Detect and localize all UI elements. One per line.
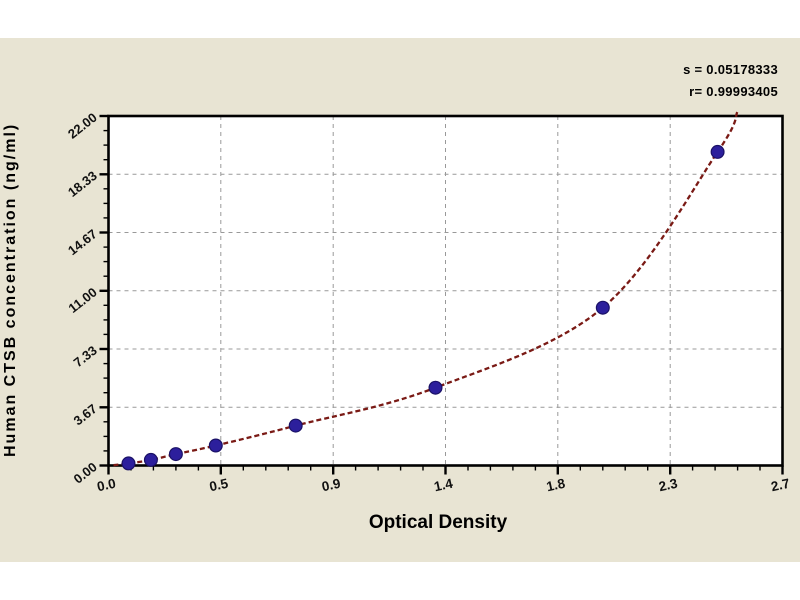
x-tick-label: 1.8	[545, 476, 567, 495]
plot-frame	[107, 114, 784, 467]
y-tick-label: 18.33	[65, 168, 100, 200]
data-point-marker	[143, 452, 158, 467]
data-point-marker	[288, 418, 303, 433]
data-point-marker	[168, 447, 183, 462]
data-point-marker	[710, 144, 725, 159]
fit-standard-error-text: s = 0.05178333	[683, 62, 778, 77]
data-point-marker	[428, 380, 443, 395]
y-tick-label: 11.00	[65, 284, 99, 315]
y-tick-label: 22.00	[65, 110, 100, 142]
x-axis-title: Optical Density	[368, 512, 508, 533]
x-tick-label: 0.9	[320, 476, 341, 495]
data-point-marker	[595, 300, 610, 315]
y-tick-label: 14.67	[65, 226, 100, 258]
x-tick-label: 0.0	[96, 476, 117, 495]
data-point-marker	[121, 456, 136, 471]
x-tick-label: 2.3	[657, 476, 679, 495]
x-tick-label: 1.4	[433, 476, 455, 495]
x-tick-label: 2.7	[770, 476, 791, 495]
y-tick-label: 7.33	[71, 343, 100, 370]
x-tick-label: 0.5	[208, 476, 230, 495]
y-axis-title: Human CTSB concentration (ng/ml)	[2, 122, 19, 458]
fit-correlation-text: r= 0.99993405	[689, 84, 778, 99]
y-tick-label: 3.67	[71, 401, 100, 428]
data-point-marker	[208, 438, 223, 453]
